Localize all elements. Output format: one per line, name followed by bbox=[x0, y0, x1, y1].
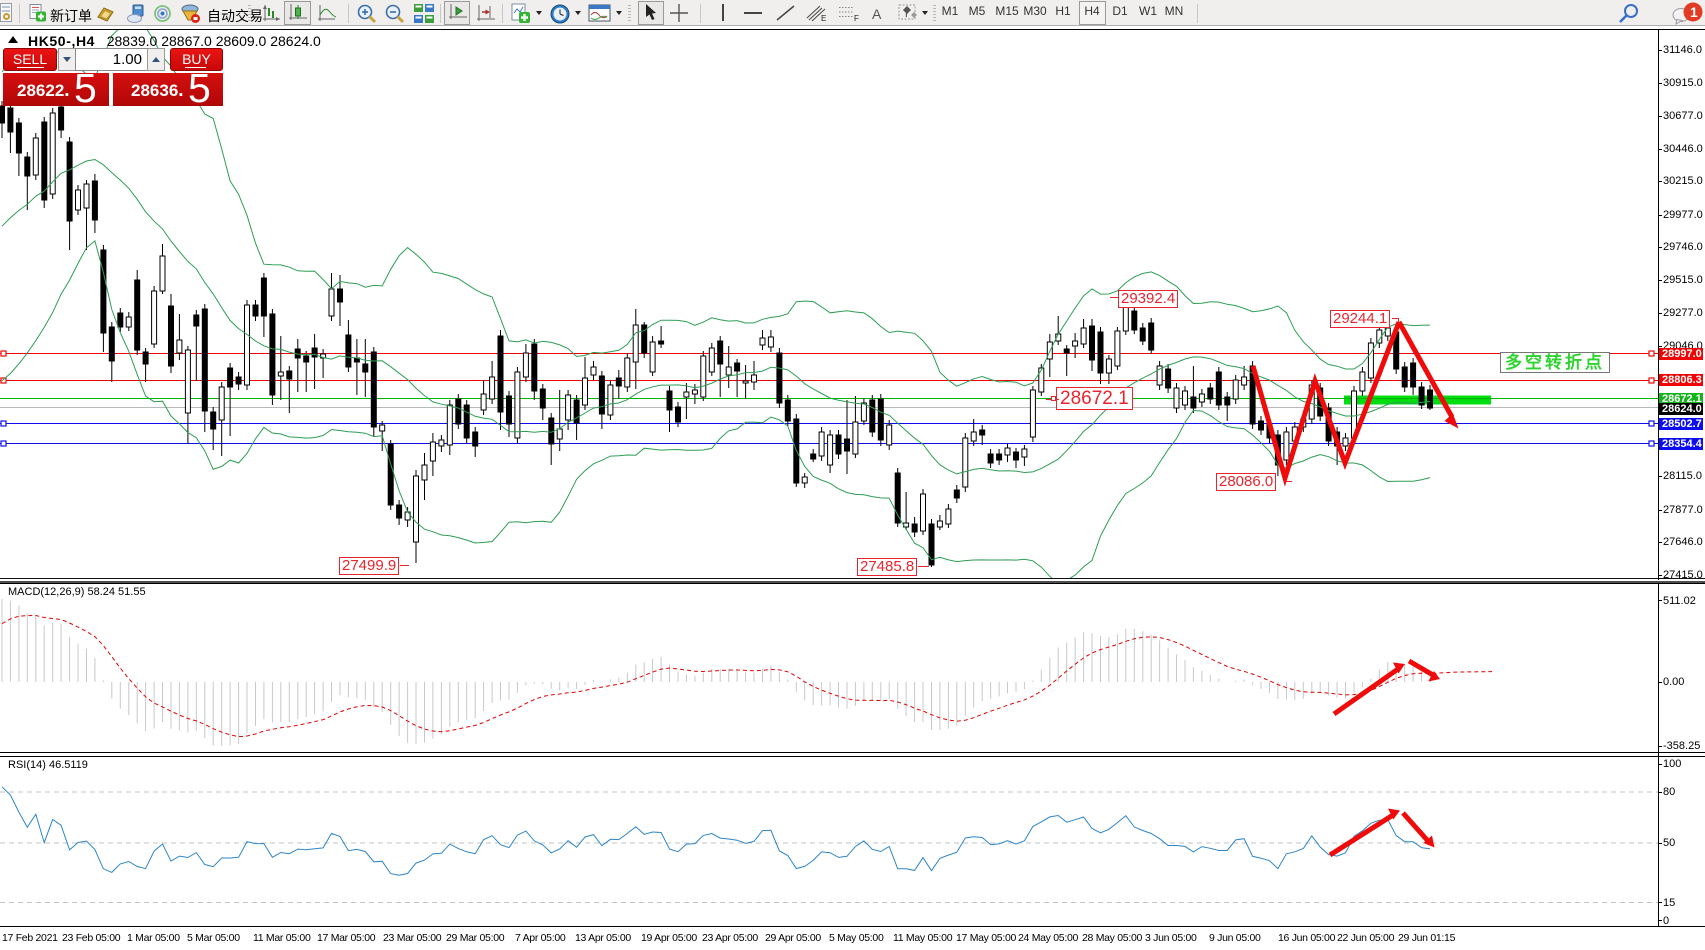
svg-text:F: F bbox=[854, 14, 859, 22]
svg-text:E: E bbox=[821, 14, 826, 22]
svg-text:T: T bbox=[903, 8, 910, 20]
svg-text:1: 1 bbox=[1690, 4, 1698, 20]
